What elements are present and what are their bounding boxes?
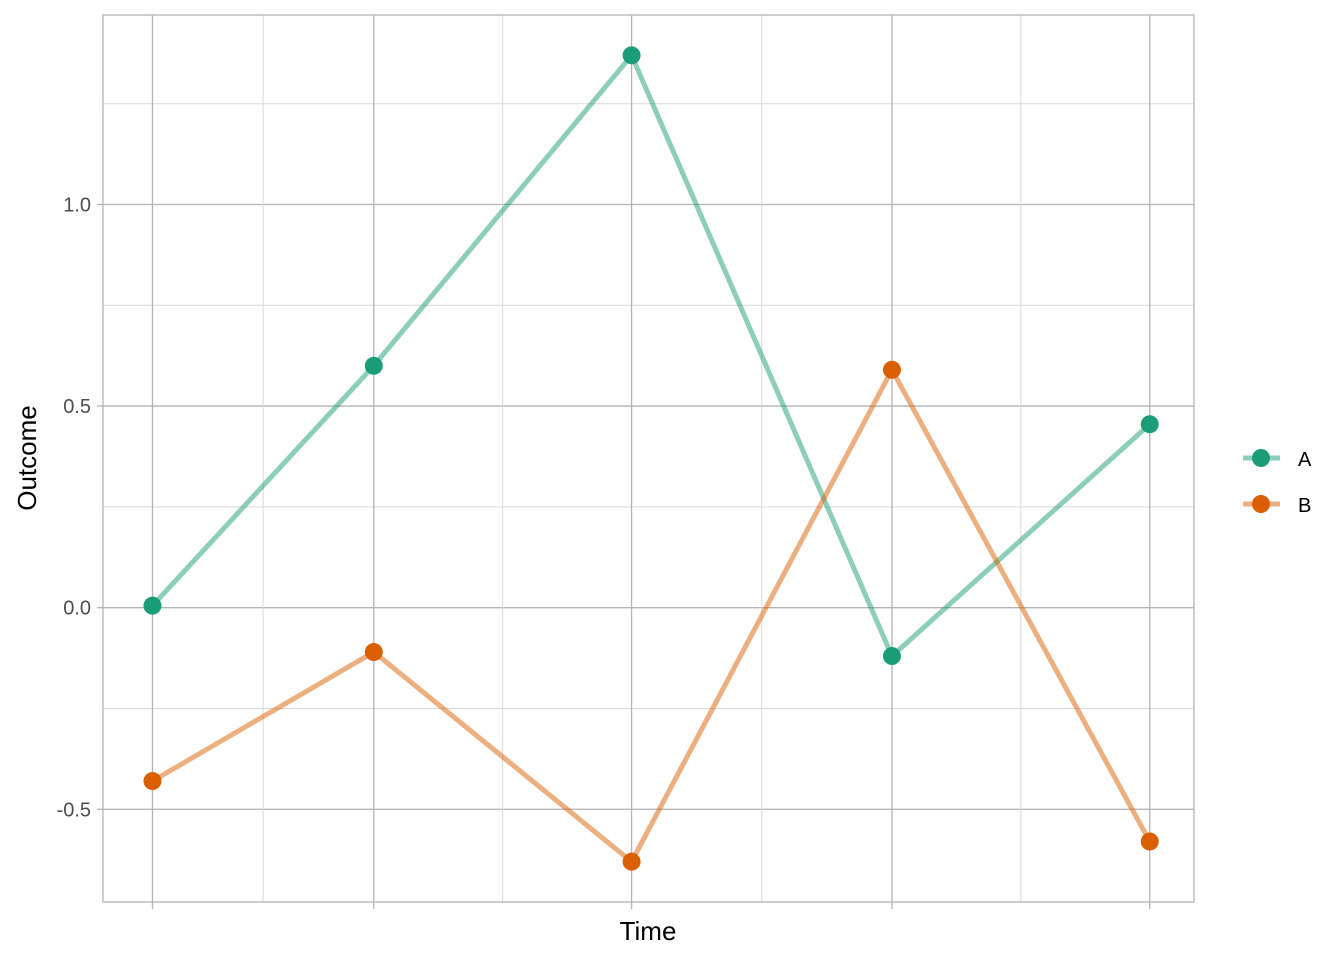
legend-item-b: B [1243,495,1311,517]
y-axis-title: Outcome [12,405,42,511]
data-point-a [1140,415,1159,434]
data-point-b [1140,832,1159,851]
data-point-b [364,643,383,662]
y-tick-label: -0.5 [57,799,91,821]
legend-label: B [1298,495,1311,517]
axes: -0.5 0.0 0.5 1.0 [57,194,1151,909]
legend-point-swatch [1252,495,1270,513]
plot-panel-border [102,14,1195,903]
x-axis-title: Time [620,916,677,946]
data-point-a [622,46,641,65]
data-point-a [882,647,901,666]
y-tick-label: 0.0 [63,598,91,620]
data-point-a [364,356,383,375]
legend-point-swatch [1252,449,1270,467]
grid [103,15,1194,902]
y-tick-label: 1.0 [63,194,91,216]
y-tick-label: 0.5 [63,396,91,418]
series-layer [143,46,1159,871]
data-point-b [143,772,162,791]
data-point-b [882,360,901,379]
data-point-b [622,852,641,871]
data-point-a [143,596,162,615]
legend-label: A [1298,449,1312,471]
legend: AB [1243,449,1312,517]
legend-item-a: A [1243,449,1312,471]
